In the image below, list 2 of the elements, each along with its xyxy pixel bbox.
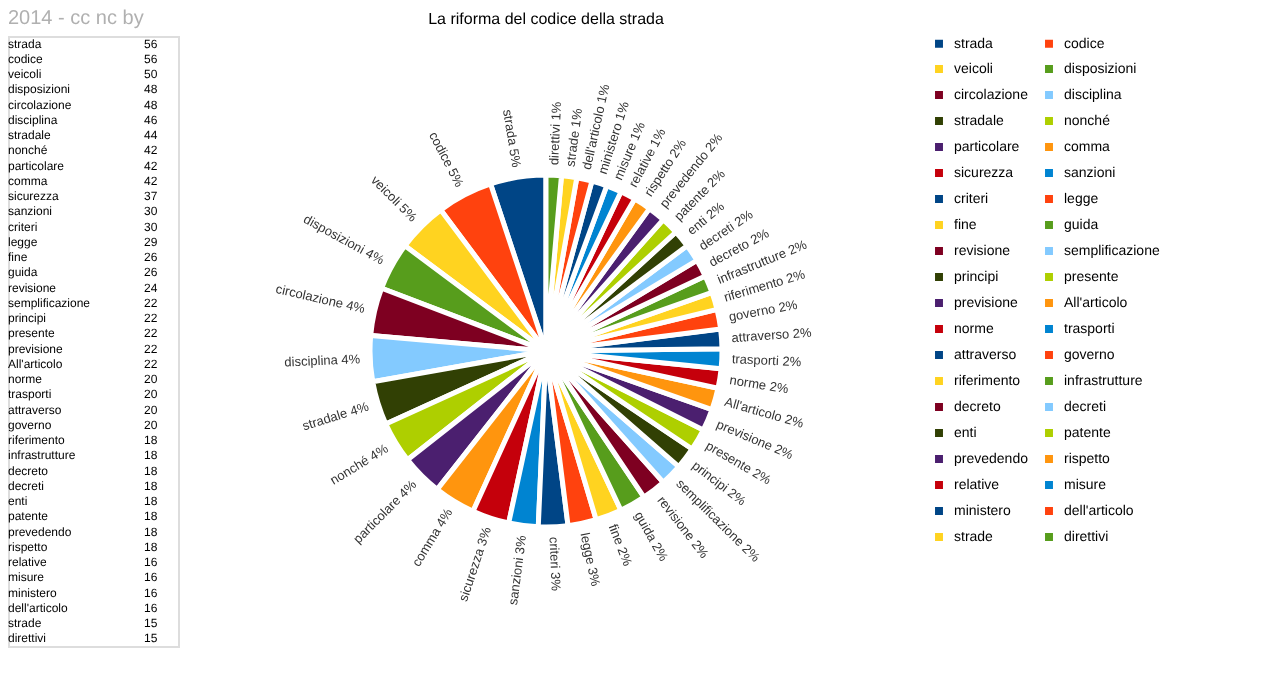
chart-title: La riforma del codice della strada [428,10,665,28]
text: 2014 - cc nc by [8,8,144,30]
